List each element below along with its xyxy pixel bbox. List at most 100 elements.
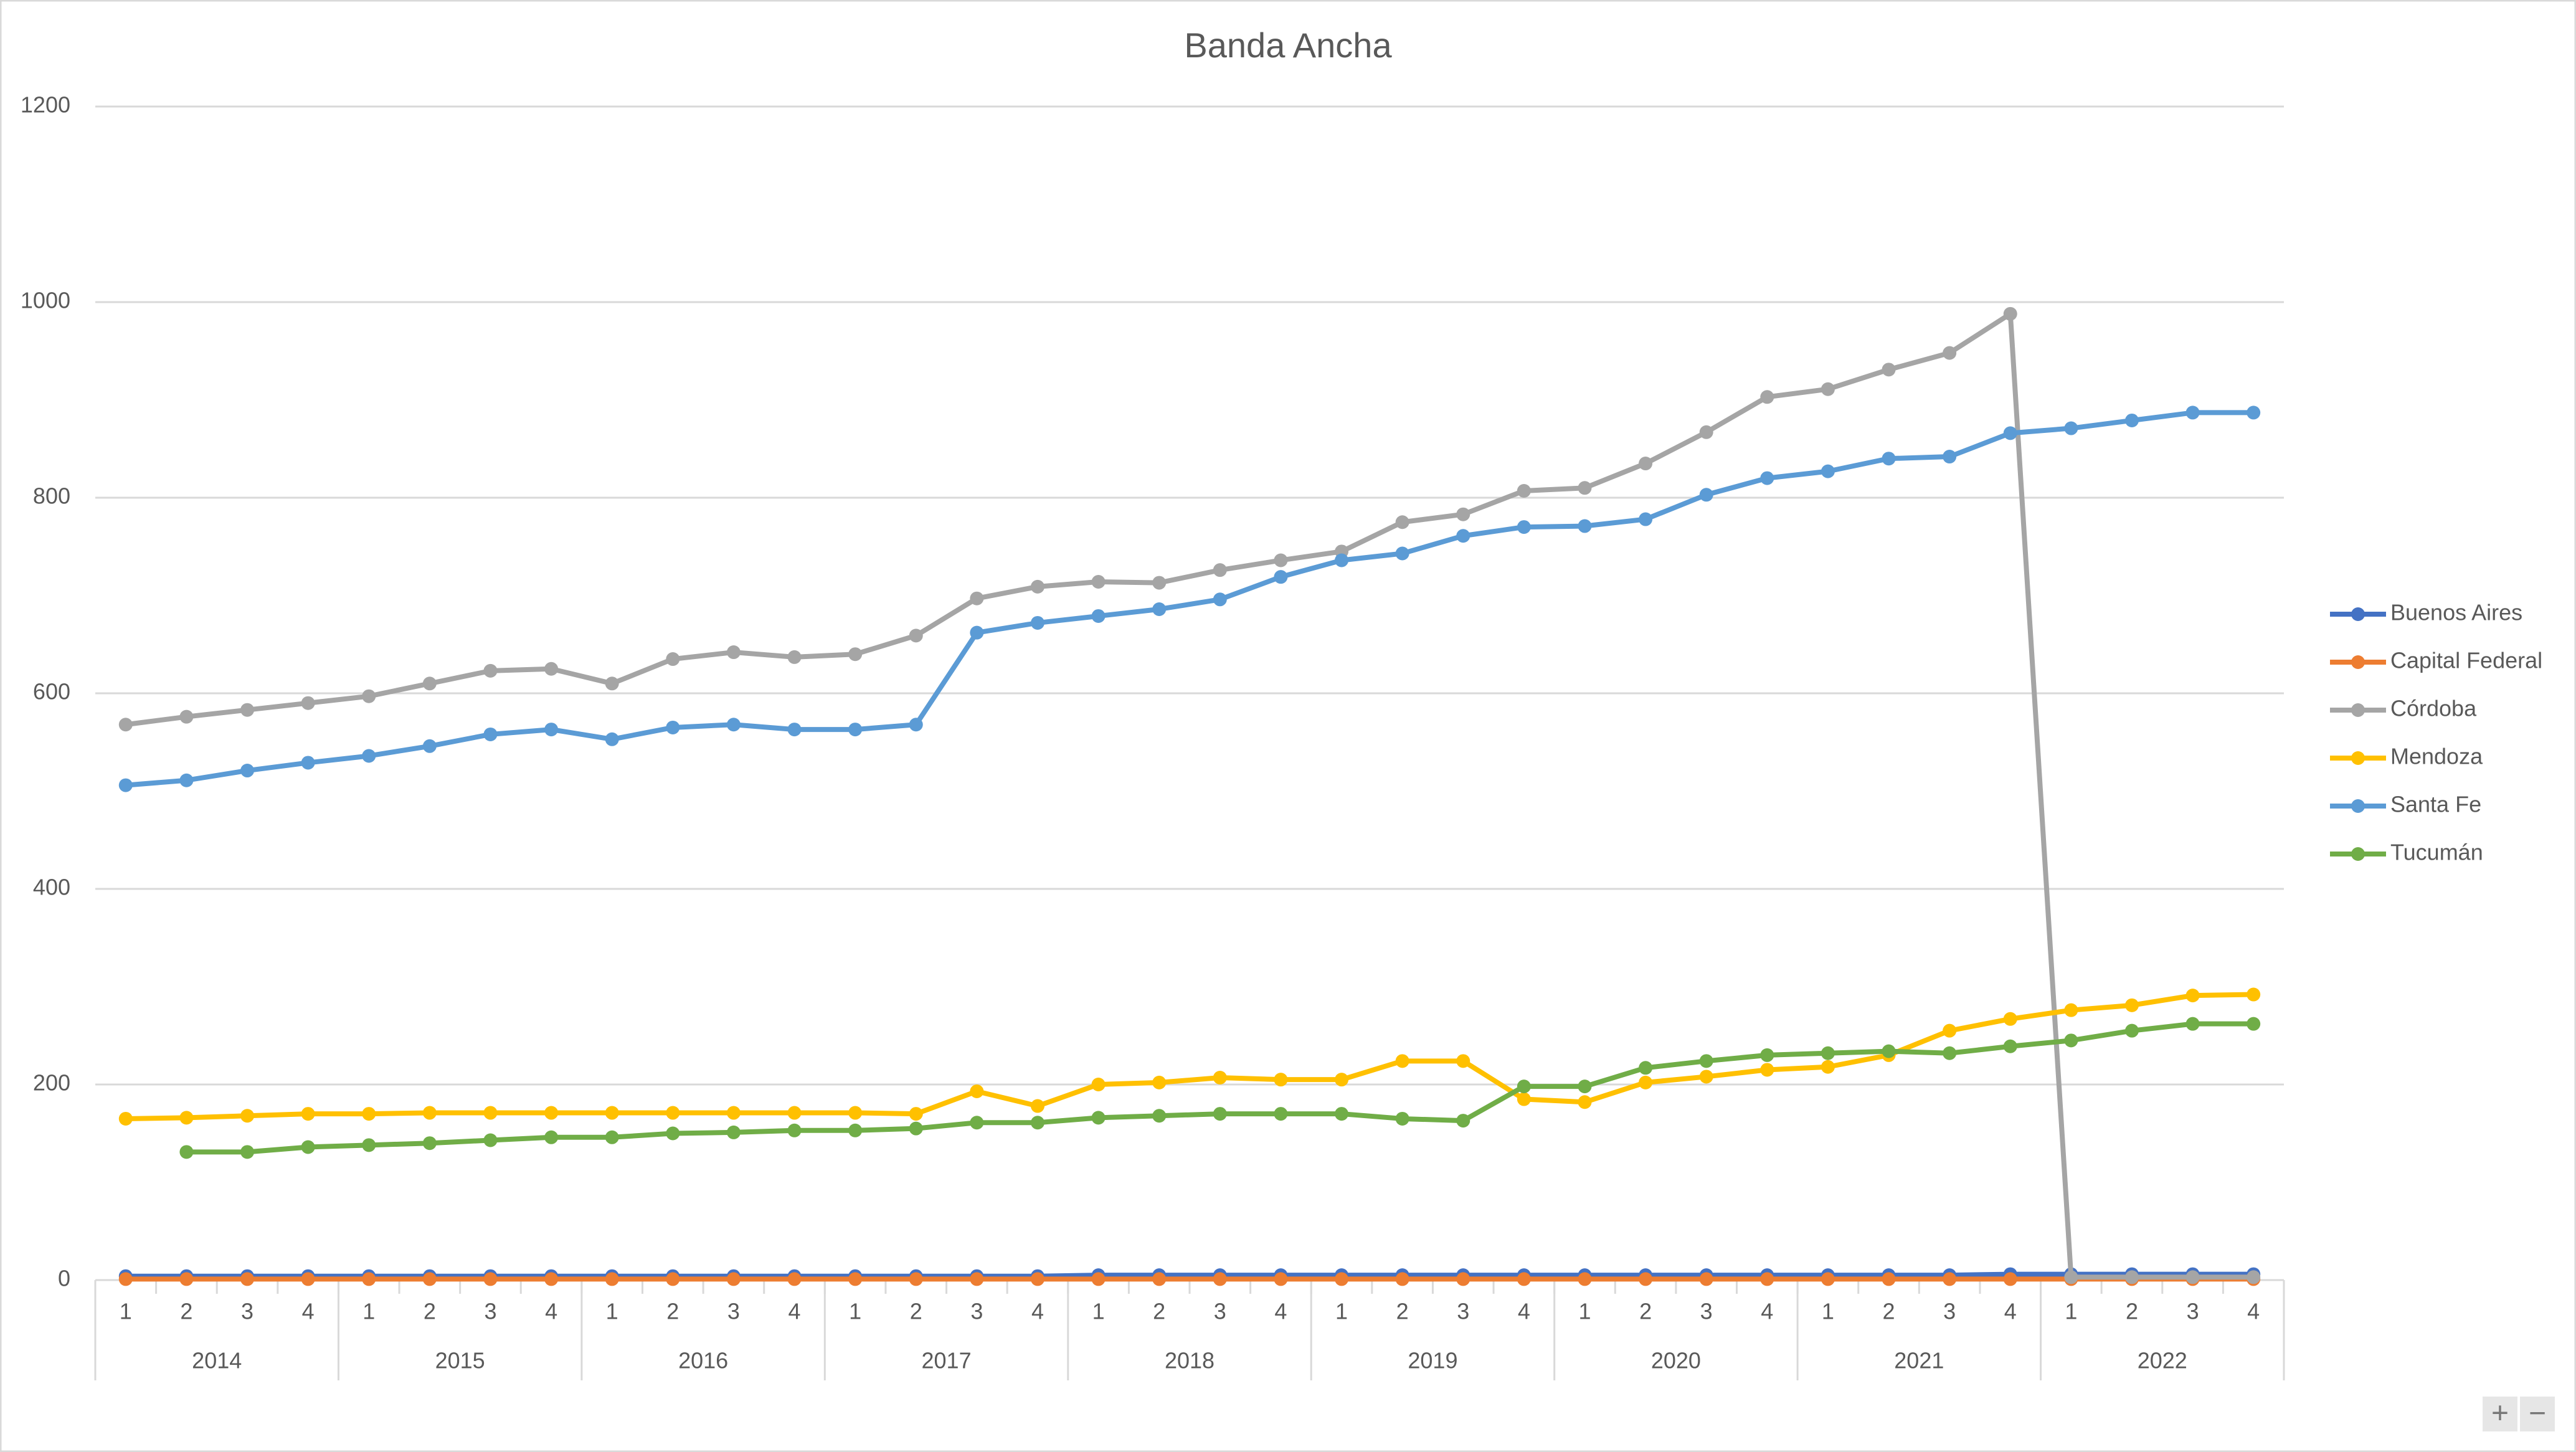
data-point — [1456, 529, 1470, 543]
x-tick-label: 3 — [2187, 1299, 2199, 1324]
legend-label: Tucumán — [2390, 840, 2483, 865]
data-point — [1943, 1272, 1957, 1286]
data-point — [605, 1106, 619, 1120]
data-point — [1882, 1272, 1896, 1286]
zoom-in-button[interactable] — [2483, 1397, 2517, 1431]
data-point — [1882, 1044, 1896, 1058]
data-point — [1517, 1272, 1531, 1286]
data-point — [726, 1106, 741, 1120]
x-tick-label: 1 — [606, 1299, 618, 1324]
data-point — [179, 773, 194, 787]
data-point — [1152, 1075, 1167, 1089]
data-point — [422, 1272, 437, 1286]
data-point — [666, 1272, 680, 1286]
x-tick-label: 4 — [1518, 1299, 1530, 1324]
x-tick-label: 4 — [302, 1299, 315, 1324]
data-point — [179, 1145, 194, 1159]
data-point — [909, 1107, 923, 1121]
data-point — [787, 1106, 802, 1120]
data-point — [1699, 488, 1713, 502]
data-point — [1517, 520, 1531, 534]
data-point — [1699, 1070, 1713, 1084]
data-point — [2247, 1270, 2261, 1284]
legend-marker — [2351, 607, 2365, 621]
data-point — [118, 1272, 133, 1286]
data-point — [848, 1106, 863, 1120]
y-tick-label: 400 — [33, 875, 70, 900]
data-point — [544, 1106, 559, 1120]
data-point — [1091, 1111, 1106, 1125]
data-point — [726, 1272, 741, 1286]
x-tick-label: 3 — [1943, 1299, 1956, 1324]
data-point — [1760, 1048, 1774, 1062]
series-line — [125, 1271, 2254, 1279]
data-point — [1274, 570, 1288, 584]
data-point — [1760, 390, 1774, 404]
data-point — [970, 625, 984, 640]
data-point — [483, 1272, 498, 1286]
data-point — [848, 723, 863, 737]
data-point — [2064, 421, 2078, 435]
x-tick-label: 1 — [1092, 1299, 1105, 1324]
data-point — [666, 720, 680, 734]
data-point — [970, 591, 984, 605]
zoom-out-button[interactable] — [2520, 1397, 2555, 1431]
data-point — [1395, 1054, 1409, 1068]
data-point — [1213, 1272, 1227, 1286]
x-tick-label: 2 — [1883, 1299, 1895, 1324]
data-point — [2003, 1012, 2017, 1026]
x-tick-label: 1 — [2065, 1299, 2077, 1324]
data-point — [240, 1272, 255, 1286]
data-point — [605, 676, 619, 691]
data-point — [362, 749, 376, 763]
data-point — [1578, 519, 1592, 533]
legend-label: Capital Federal — [2390, 648, 2542, 673]
data-point — [1030, 579, 1044, 594]
x-tick-label: 3 — [1700, 1299, 1713, 1324]
data-point — [483, 1106, 498, 1120]
data-point — [240, 764, 255, 778]
x-tick-label: 3 — [241, 1299, 253, 1324]
legend-label: Córdoba — [2390, 696, 2477, 721]
data-point — [1760, 1063, 1774, 1077]
data-point — [1213, 1107, 1227, 1121]
data-point — [1699, 1272, 1713, 1286]
data-point — [1882, 452, 1896, 466]
x-tick-label: 4 — [1031, 1299, 1044, 1324]
zoom-out-label[interactable]: − — [2529, 1397, 2546, 1430]
data-point — [1639, 1272, 1653, 1286]
zoom-in-label[interactable]: + — [2491, 1397, 2509, 1430]
data-point — [301, 1272, 315, 1286]
x-tick-label: 2 — [666, 1299, 679, 1324]
data-point — [970, 1084, 984, 1098]
x-tick-label: 1 — [362, 1299, 375, 1324]
data-point — [1639, 512, 1653, 526]
data-point — [1943, 1023, 1957, 1038]
data-point — [605, 1130, 619, 1144]
data-point — [1639, 457, 1653, 471]
data-point — [1152, 602, 1167, 616]
x-group-label: 2021 — [1894, 1348, 1944, 1374]
y-tick-label: 0 — [58, 1266, 70, 1291]
zoom-controls[interactable]: + − — [2483, 1397, 2555, 1431]
data-point — [1395, 1111, 1409, 1126]
data-point — [1456, 507, 1470, 521]
data-point — [118, 778, 133, 792]
data-point — [666, 1126, 680, 1141]
data-point — [179, 1111, 194, 1125]
data-point — [422, 739, 437, 753]
x-tick-label: 1 — [120, 1299, 132, 1324]
x-tick-label: 2 — [1153, 1299, 1165, 1324]
data-point — [787, 650, 802, 664]
data-point — [362, 1107, 376, 1121]
data-point — [666, 1106, 680, 1120]
x-tick-label: 1 — [1822, 1299, 1834, 1324]
data-point — [1821, 1046, 1835, 1060]
data-point — [1578, 1080, 1592, 1094]
x-group-label: 2018 — [1165, 1348, 1215, 1374]
data-point — [422, 676, 437, 691]
x-group-label: 2014 — [192, 1348, 242, 1374]
x-group-label: 2019 — [1408, 1348, 1457, 1374]
legend-marker — [2351, 655, 2365, 669]
